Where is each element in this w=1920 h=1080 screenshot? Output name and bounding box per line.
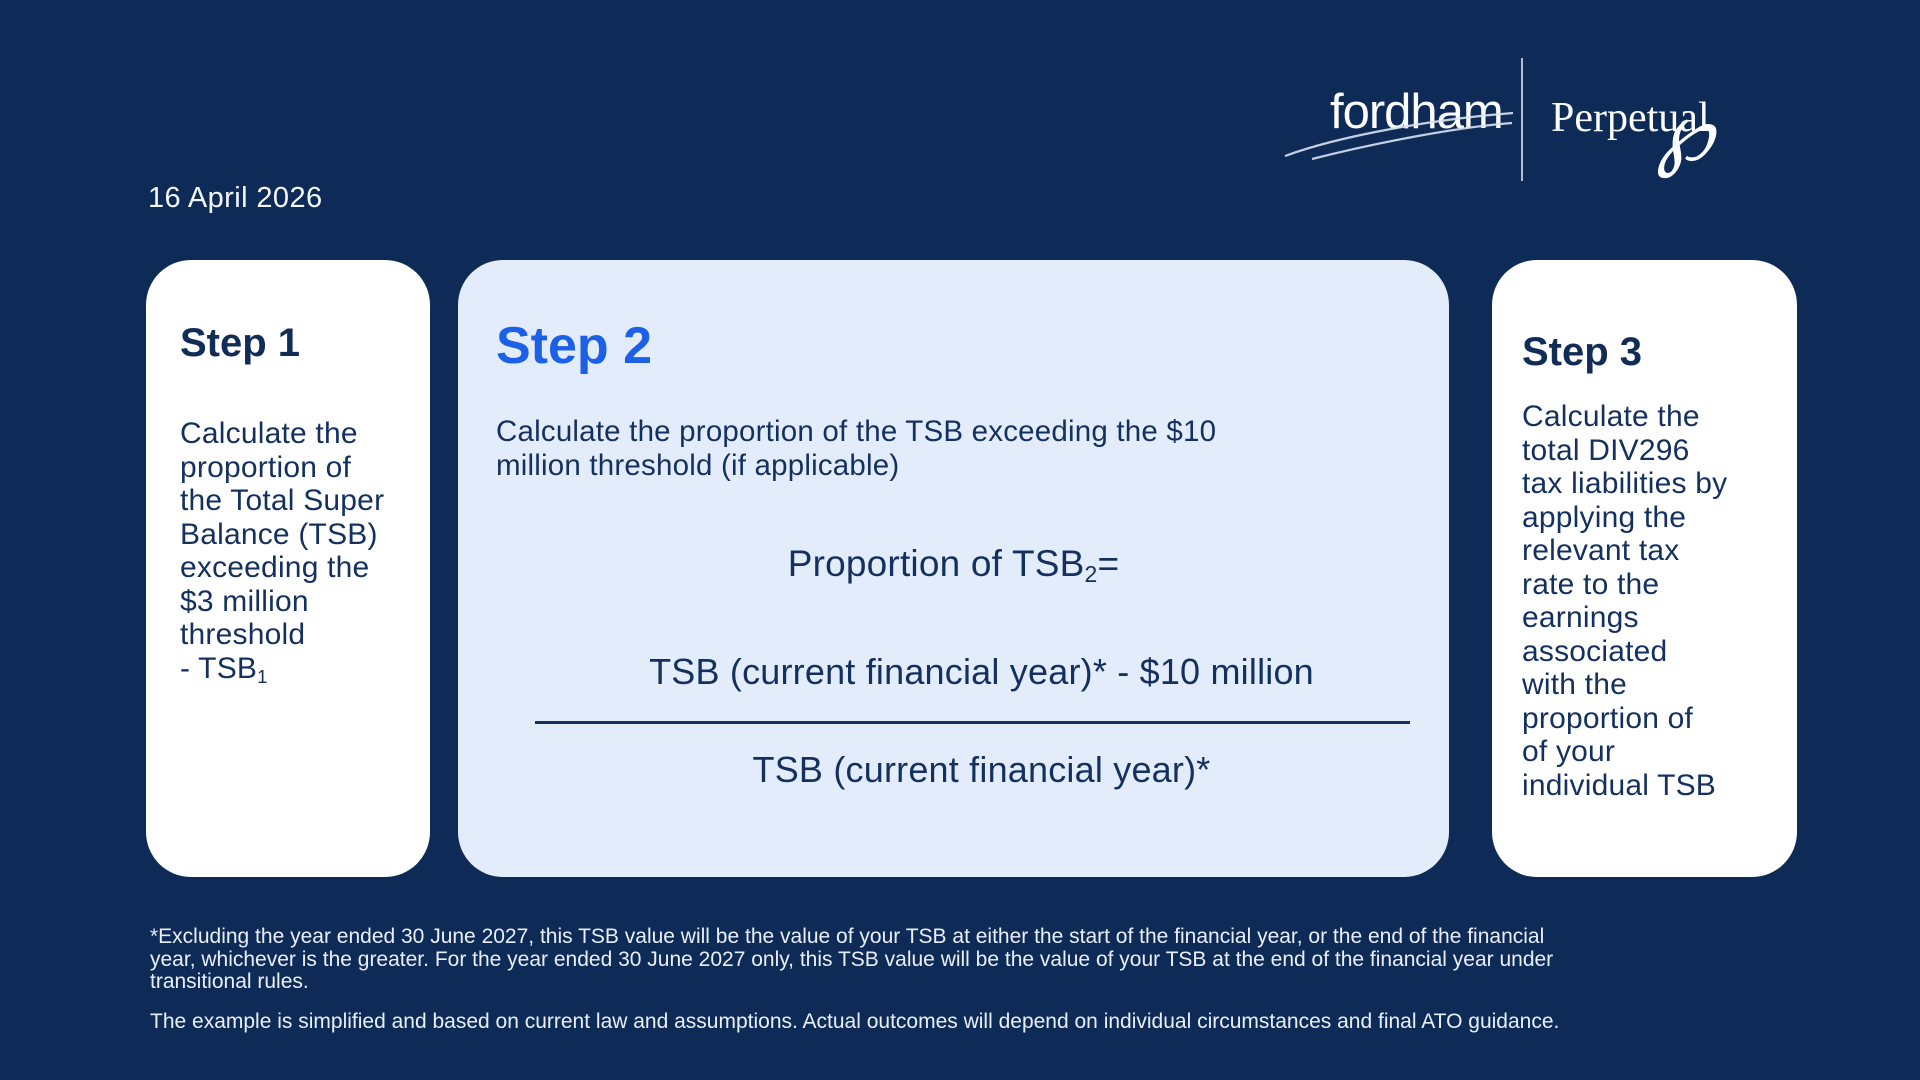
perpetual-swirl-icon: ℘ <box>1656 85 1714 180</box>
perpetual-logo: Perpetual <box>1551 95 1710 141</box>
step1-card: Step 1 Calculate the proportion of the T… <box>146 260 430 877</box>
footnote-disclaimer: The example is simplified and based on c… <box>150 1010 1560 1033</box>
fordham-logo: fordham <box>1330 85 1504 139</box>
step1-tsb-line: - TSB1 <box>180 651 268 687</box>
formula-numerator: TSB (current financial year)* - $10 mill… <box>649 651 1314 692</box>
formula-equals: = <box>1097 543 1120 584</box>
step1-title: Step 1 <box>180 321 301 365</box>
footnote-tsb-value: *Excluding the year ended 30 June 2027, … <box>150 925 1554 993</box>
step3-title: Step 3 <box>1522 330 1643 374</box>
tsb1-subscript: 1 <box>257 665 268 687</box>
step2-card: Step 2 Calculate the proportion of the T… <box>458 260 1449 877</box>
step3-card: Step 3 Calculate the total DIV296 tax li… <box>1492 260 1797 877</box>
step2-title: Step 2 <box>496 317 653 375</box>
step1-body: Calculate the proportion of the Total Su… <box>180 417 385 687</box>
step3-body: Calculate the total DIV296 tax liabiliti… <box>1522 400 1728 802</box>
logo-divider <box>1521 58 1523 181</box>
fraction-bar <box>535 721 1410 724</box>
step2-description: Calculate the proportion of the TSB exce… <box>496 415 1217 482</box>
formula-lhs: Proportion of TSB2= <box>787 543 1120 588</box>
slide-date: 16 April 2026 <box>148 182 323 214</box>
fordham-swoosh-icon <box>1284 111 1514 161</box>
formula-denominator: TSB (current financial year)* <box>752 749 1211 790</box>
tsb2-subscript: 2 <box>1084 561 1098 588</box>
